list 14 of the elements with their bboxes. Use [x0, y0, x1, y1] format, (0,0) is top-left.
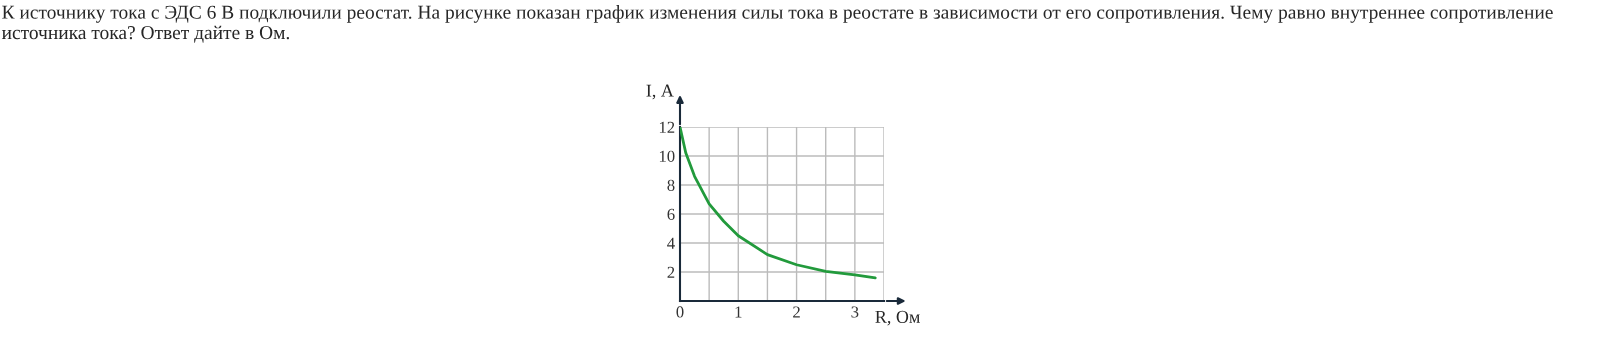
- line-series: [680, 127, 877, 280]
- chart-title: К источнику тока с ЭДС 6 В подключили реостат. На рисунке показан график изменения силы тока в реостате в зависимости от его сопротивления. Чему равно внутреннее сопротивление источника тока? Ответ дайте в Ом.: [1, 5, 1553, 43]
- y-tick-label: 4: [667, 237, 675, 249]
- y-axis-title: I, А: [646, 84, 674, 100]
- x-tick-label: 3: [851, 306, 859, 318]
- y-tick-label: 10: [659, 150, 675, 162]
- x-tick-label: 2: [793, 306, 800, 318]
- y-tick-label: 8: [667, 179, 675, 191]
- x-axis-title: R, Ом: [875, 310, 920, 326]
- y-tick-label: 2: [667, 266, 675, 278]
- y-tick-label: 12: [659, 121, 675, 133]
- y-tick-label: 6: [667, 208, 675, 220]
- x-tick-label: 1: [735, 306, 742, 318]
- x-tick-label: 0: [676, 306, 684, 318]
